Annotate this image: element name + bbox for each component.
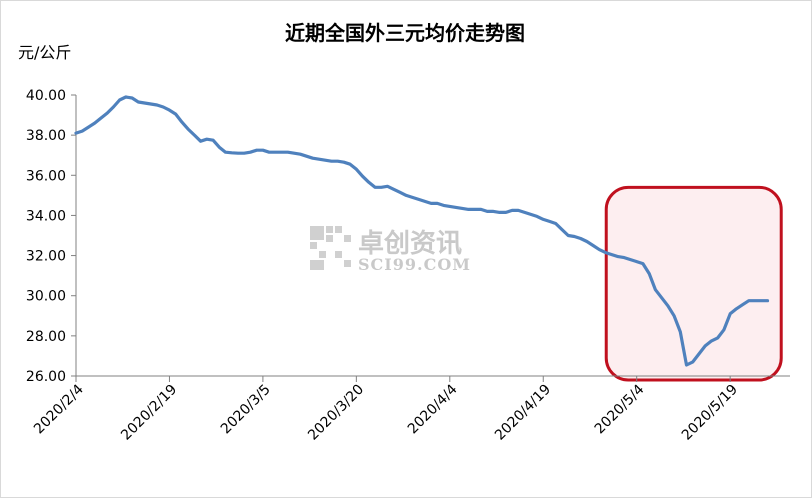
watermark: 卓创资讯 SCI99.COM [310, 226, 471, 274]
y-axis-unit-label: 元/公斤 [18, 43, 71, 62]
y-tick-label: 30.00 [26, 289, 66, 305]
highlight-layer [604, 185, 783, 382]
y-tick-label: 34.00 [26, 208, 66, 224]
chart-title: 近期全国外三元均价走势图 [285, 21, 525, 45]
axes-layer [71, 94, 790, 382]
y-tick-label: 26.00 [26, 369, 66, 385]
y-tick-label: 28.00 [26, 329, 66, 345]
y-tick-label: 36.00 [26, 168, 66, 184]
watermark-en-text: SCI99.COM [358, 255, 471, 274]
y-tick-label: 38.00 [26, 128, 66, 144]
watermark-logo-icon [310, 226, 351, 270]
highlight-box [604, 185, 783, 382]
series-layer [74, 95, 770, 367]
y-tick-label: 40.00 [26, 88, 66, 104]
price-series-line [74, 95, 770, 367]
y-tick-label: 32.00 [26, 249, 66, 265]
watermark-cn-text: 卓创资讯 [358, 229, 462, 259]
